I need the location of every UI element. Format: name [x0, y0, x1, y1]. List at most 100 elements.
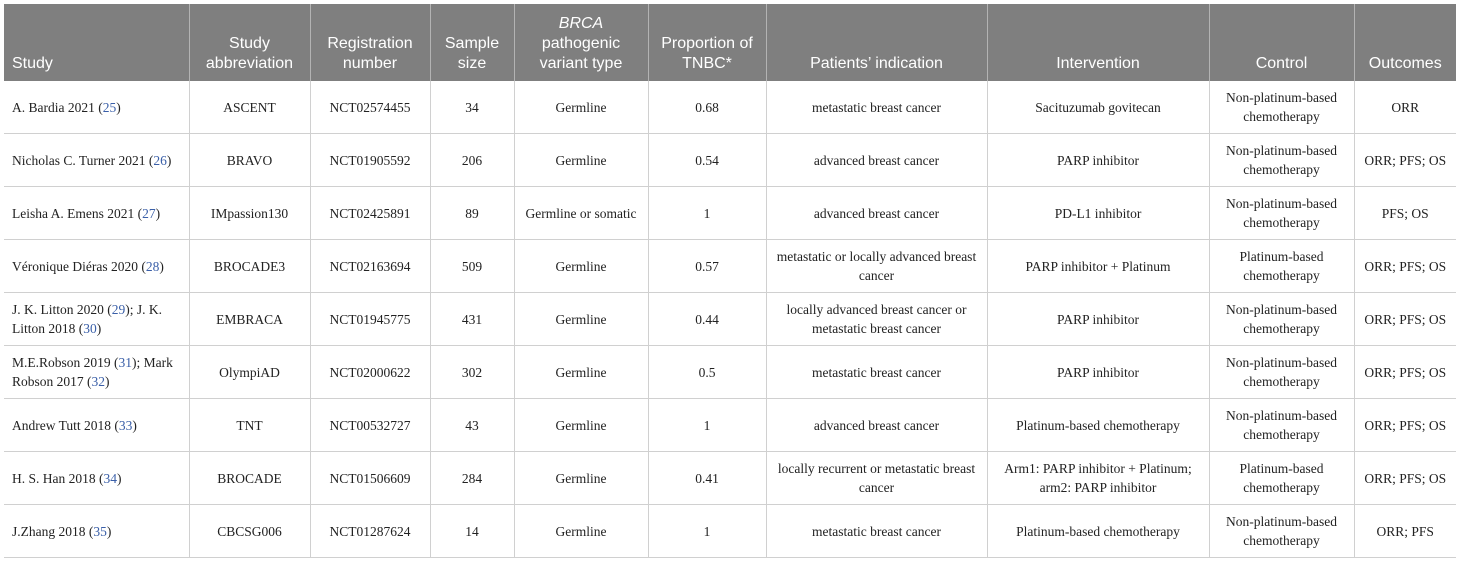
table-row: H. S. Han 2018 (34) BROCADE NCT01506609 284… [4, 451, 1456, 505]
cell-brca-variant-type: Germline [514, 239, 649, 293]
study-text: ) [105, 374, 110, 389]
table-row: Leisha A. Emens 2021 (27) IMpassion130 NCT… [4, 186, 1456, 240]
cell-outcomes: ORR; PFS; OS [1354, 345, 1456, 399]
reference-link[interactable]: 25 [102, 99, 117, 115]
cell-proportion-tnbc: 0.57 [648, 239, 767, 293]
cell-sample-size: 34 [430, 81, 515, 134]
table-row: J. K. Litton 2020 (29); J. K. Litton 201… [4, 292, 1456, 346]
cell-study: Nicholas C. Turner 2021 (26) [4, 133, 190, 187]
study-text: M.E.Robson 2019 ( [12, 355, 119, 370]
cell-proportion-tnbc: 0.44 [648, 292, 767, 346]
study-text: A. Bardia 2021 ( [12, 99, 103, 115]
study-text: ) [116, 99, 121, 115]
study-text: ) [159, 258, 164, 274]
reference-link[interactable]: 33 [118, 417, 133, 433]
cell-outcomes: ORR; PFS; OS [1354, 451, 1456, 505]
cell-intervention: PARP inhibitor + Platinum [987, 239, 1210, 293]
cell-intervention: Sacituzumab govitecan [987, 81, 1210, 134]
cell-study-abbreviation: OlympiAD [189, 345, 311, 399]
cell-patients-indication: metastatic or locally advanced breast ca… [766, 239, 988, 293]
column-header-sample-size: Sample size [430, 4, 515, 81]
reference-link[interactable]: 27 [142, 205, 156, 221]
table-row: A. Bardia 2021 (25) ASCENT NCT02574455 34 Ge… [4, 81, 1456, 134]
cell-brca-variant-type: Germline [514, 292, 649, 346]
study-text: J. K. Litton 2020 ( [12, 302, 112, 317]
study-text: J.Zhang 2018 ( [12, 523, 94, 539]
cell-registration-number: NCT02574455 [310, 81, 431, 134]
table-body: A. Bardia 2021 (25) ASCENT NCT02574455 34 Ge… [4, 81, 1456, 558]
header-text: Study [12, 55, 53, 72]
column-header-outcomes: Outcomes [1354, 4, 1456, 81]
header-text: Control [1255, 55, 1308, 72]
cell-registration-number: NCT02163694 [310, 239, 431, 293]
cell-intervention: PARP inhibitor [987, 345, 1210, 399]
cell-registration-number: NCT01945775 [310, 292, 431, 346]
cell-intervention: Arm1: PARP inhibitor + Platinum; arm2: P… [987, 451, 1210, 505]
cell-proportion-tnbc: 1 [648, 186, 767, 240]
cell-study: A. Bardia 2021 (25) [4, 81, 190, 134]
cell-proportion-tnbc: 1 [648, 398, 767, 452]
reference-link[interactable]: 30 [83, 321, 97, 336]
study-text: H. S. Han 2018 ( [12, 470, 104, 486]
cell-patients-indication: metastatic breast cancer [766, 345, 988, 399]
cell-registration-number: NCT00532727 [310, 398, 431, 452]
cell-patients-indication: advanced breast cancer [766, 133, 988, 187]
study-table-container: Study Study abbreviation Registration numb… [4, 4, 1456, 558]
cell-control: Platinum-based chemotherapy [1209, 239, 1355, 293]
cell-study-abbreviation: EMBRACA [189, 292, 311, 346]
reference-link[interactable]: 28 [145, 258, 160, 274]
cell-brca-variant-type: Germline [514, 504, 649, 558]
cell-outcomes: ORR; PFS [1354, 504, 1456, 558]
header-text: Outcomes [1368, 55, 1442, 72]
header-text: Patients’ indication [810, 55, 943, 72]
table-row: Nicholas C. Turner 2021 (26) BRAVO NCT0190… [4, 133, 1456, 187]
cell-brca-variant-type: Germline [514, 81, 649, 134]
cell-brca-variant-type: Germline [514, 345, 649, 399]
table-row: Véronique Diéras 2020 (28) BROCADE3 NCT021… [4, 239, 1456, 293]
cell-outcomes: ORR; PFS; OS [1354, 292, 1456, 346]
column-header-registration-number: Registration number [310, 4, 431, 81]
cell-control: Non-platinum-based chemotherapy [1209, 504, 1355, 558]
column-header-proportion-tnbc: Proportion of TNBC* [648, 4, 767, 81]
header-text: BRCA [558, 15, 604, 32]
study-text: Andrew Tutt 2018 ( [12, 417, 119, 433]
cell-control: Non-platinum-based chemotherapy [1209, 398, 1355, 452]
reference-link[interactable]: 35 [93, 523, 107, 539]
cell-proportion-tnbc: 0.41 [648, 451, 767, 505]
cell-sample-size: 509 [430, 239, 515, 293]
cell-study-abbreviation: BROCADE [189, 451, 311, 505]
cell-sample-size: 43 [430, 398, 515, 452]
cell-patients-indication: metastatic breast cancer [766, 81, 988, 134]
study-text: ); J. K. Litton 2018 ( [12, 302, 162, 336]
header-text: pathogenic variant type [539, 35, 623, 72]
study-text: ) [96, 321, 102, 336]
cell-study: Leisha A. Emens 2021 (27) [4, 186, 190, 240]
cell-study: Andrew Tutt 2018 (33) [4, 398, 190, 452]
reference-link[interactable]: 26 [153, 152, 167, 168]
cell-study-abbreviation: TNT [189, 398, 311, 452]
reference-link[interactable]: 31 [118, 355, 133, 370]
cell-registration-number: NCT01506609 [310, 451, 431, 505]
cell-sample-size: 14 [430, 504, 515, 558]
cell-proportion-tnbc: 1 [648, 504, 767, 558]
column-header-brca-variant-type: BRCA pathogenic variant type [514, 4, 649, 81]
column-header-control: Control [1209, 4, 1355, 81]
cell-study: Véronique Diéras 2020 (28) [4, 239, 190, 293]
cell-control: Non-platinum-based chemotherapy [1209, 292, 1355, 346]
cell-registration-number: NCT02000622 [310, 345, 431, 399]
cell-control: Non-platinum-based chemotherapy [1209, 345, 1355, 399]
cell-brca-variant-type: Germline [514, 398, 649, 452]
cell-control: Non-platinum-based chemotherapy [1209, 133, 1355, 187]
table-row: J.Zhang 2018 (35) CBCSG006 NCT01287624 14 Ge… [4, 504, 1456, 558]
cell-brca-variant-type: Germline [514, 451, 649, 505]
reference-link[interactable]: 29 [111, 302, 126, 317]
reference-link[interactable]: 34 [103, 470, 118, 486]
cell-proportion-tnbc: 0.5 [648, 345, 767, 399]
cell-study-abbreviation: IMpassion130 [189, 186, 311, 240]
cell-proportion-tnbc: 0.68 [648, 81, 767, 134]
study-characteristics-table: Study Study abbreviation Registration numb… [4, 4, 1456, 558]
reference-link[interactable]: 32 [91, 374, 106, 389]
cell-outcomes: ORR; PFS; OS [1354, 398, 1456, 452]
cell-control: Non-platinum-based chemotherapy [1209, 81, 1355, 134]
study-text: ) [117, 470, 122, 486]
